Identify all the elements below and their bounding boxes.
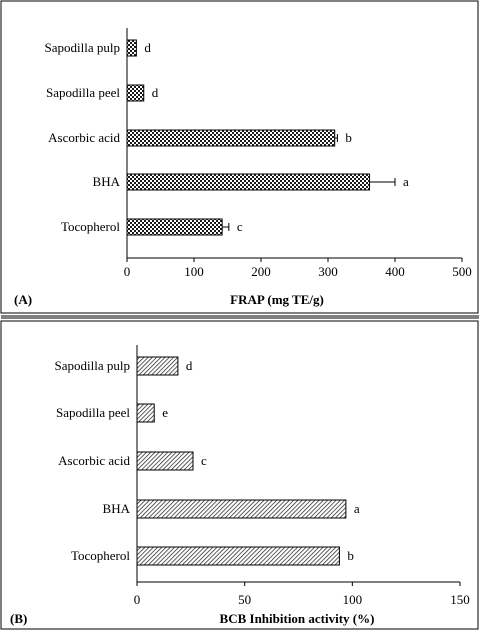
panel-a-tick-label: 400 xyxy=(385,264,405,279)
panel-b-bar-bha xyxy=(136,499,347,519)
panel-a-tick-label: 300 xyxy=(318,264,338,279)
panel-a-label: (A) xyxy=(14,292,32,307)
panel-b-significance-letter: e xyxy=(162,405,168,420)
panel-b-category-labels: Sapodilla pulp Sapodilla peel Ascorbic aci… xyxy=(55,358,131,563)
panel-a-error-bars xyxy=(222,134,396,231)
panel-b-category-label: Sapodilla peel xyxy=(56,405,130,420)
panel-a-significance-letter: d xyxy=(152,85,159,100)
panel-b-tick-label: 150 xyxy=(450,592,470,607)
panel-b-tick-label: 0 xyxy=(134,592,141,607)
panel-b-bars xyxy=(136,356,347,566)
panel-b-tick-label: 100 xyxy=(343,592,363,607)
panel-a-significance-letters: d d b a c xyxy=(144,40,409,234)
panel-b-tick-label: 50 xyxy=(238,592,251,607)
panel-a-category-labels: Sapodilla pulp Sapodilla peel Ascorbic aci… xyxy=(45,40,121,234)
panel-a-bar-sapodilla-pulp xyxy=(126,39,137,57)
panel-a-category-label: Ascorbic acid xyxy=(48,130,120,145)
panel-a-significance-letter: c xyxy=(237,219,243,234)
panel-a-tick-label: 200 xyxy=(251,264,271,279)
panel-b-significance-letter: c xyxy=(201,453,207,468)
panel-b: d e c a b Sapodilla pulp Sapodilla peel Ascorb… xyxy=(10,345,470,626)
panel-a-frame xyxy=(0,0,479,314)
panel-b-category-label: BHA xyxy=(103,501,131,516)
panel-a-bars xyxy=(126,39,371,236)
panel-a-category-label: BHA xyxy=(93,174,121,189)
panel-a-tick-label: 0 xyxy=(124,264,131,279)
panel-a-category-label: Sapodilla peel xyxy=(46,85,120,100)
panel-b-bar-sapodilla-peel xyxy=(136,403,155,423)
panel-b-frame xyxy=(0,320,479,630)
panel-b-x-axis-title: BCB Inhibition activity (%) xyxy=(220,611,375,626)
panel-b-category-label: Sapodilla pulp xyxy=(55,358,130,373)
panel-a: d d b a c Sapodilla pulp Sapodilla peel Ascorb… xyxy=(14,28,472,307)
panel-a-bar-bha xyxy=(126,173,371,191)
panel-a-tick-label: 100 xyxy=(184,264,204,279)
panel-b-significance-letter: b xyxy=(347,548,354,563)
panel-b-bar-ascorbic-acid xyxy=(136,451,194,471)
panel-a-significance-letter: a xyxy=(403,174,409,189)
panel-b-significance-letter: d xyxy=(186,358,193,373)
panel-b-category-label: Tocopherol xyxy=(71,548,130,563)
panel-b-category-label: Ascorbic acid xyxy=(58,453,130,468)
panel-a-bar-sapodilla-peel xyxy=(126,84,145,102)
panel-a-tick-labels: 0 100 200 300 400 500 xyxy=(124,258,472,279)
panel-b-tick-labels: 0 50 100 150 xyxy=(134,582,470,607)
panel-b-label: (B) xyxy=(10,611,27,626)
panel-a-significance-letter: b xyxy=(345,130,352,145)
panel-b-bar-sapodilla-pulp xyxy=(136,356,179,376)
panel-b-significance-letters: d e c a b xyxy=(162,358,360,563)
panel-a-bar-tocopherol xyxy=(126,218,223,236)
panel-b-bar-tocopherol xyxy=(136,546,340,566)
panel-a-x-axis-title: FRAP (mg TE/g) xyxy=(230,292,324,307)
panel-a-tick-label: 500 xyxy=(452,264,472,279)
panel-a-category-label: Sapodilla pulp xyxy=(45,40,120,55)
panel-a-category-label: Tocopherol xyxy=(61,219,120,234)
panel-a-bar-ascorbic-acid xyxy=(126,129,336,147)
panel-a-significance-letter: d xyxy=(144,40,151,55)
panel-b-significance-letter: a xyxy=(354,501,360,516)
